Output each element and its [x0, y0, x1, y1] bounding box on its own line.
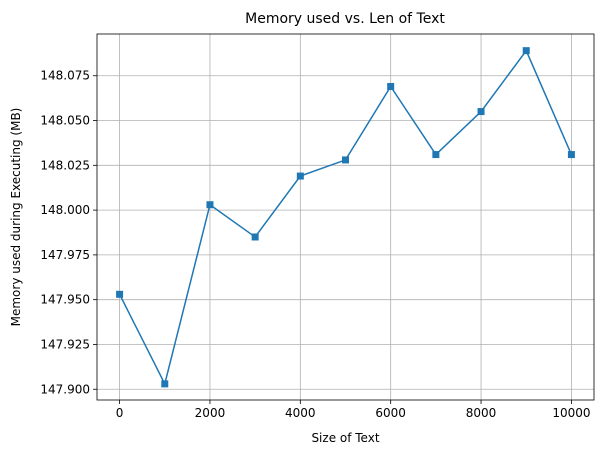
series-line	[118, 49, 573, 387]
data-point-marker	[161, 380, 169, 388]
data-point-marker	[522, 47, 530, 55]
data-point-marker	[116, 290, 124, 298]
x-tick-label: 0	[116, 406, 124, 420]
x-tick-label: 2000	[195, 406, 226, 420]
axis-ticks: 0 2000 4000 6000 8000 10000 147.900 147.925 147.…	[40, 69, 590, 420]
series-layer	[116, 47, 575, 388]
y-tick-label: 148.000	[40, 203, 90, 217]
plot-frame	[96, 33, 595, 401]
x-tick-label: 10000	[552, 406, 590, 420]
chart-title: Memory used vs. Len of Text	[245, 11, 445, 27]
y-tick-label: 148.075	[40, 69, 90, 83]
y-tick-label: 147.975	[40, 248, 90, 262]
data-point-marker	[477, 108, 485, 116]
x-tick-label: 4000	[285, 406, 316, 420]
data-point-marker	[206, 201, 214, 209]
x-tick-label: 8000	[466, 406, 497, 420]
data-point-marker	[387, 82, 395, 90]
data-point-marker	[567, 151, 575, 159]
y-axis-label: Memory used during Executing (MB)	[9, 108, 23, 327]
x-axis-label: Size of Text	[311, 431, 379, 445]
data-point-marker	[251, 233, 259, 241]
data-point-marker	[432, 151, 440, 159]
y-tick-label: 147.925	[40, 337, 90, 351]
data-point-marker	[342, 156, 349, 164]
y-tick-label: 147.950	[40, 293, 90, 307]
grid	[97, 34, 594, 400]
y-tick-label: 148.025	[40, 158, 90, 172]
y-tick-label: 147.900	[40, 382, 90, 396]
x-tick-label: 6000	[375, 406, 406, 420]
data-point-marker	[296, 172, 304, 180]
y-tick-label: 148.050	[40, 114, 90, 128]
